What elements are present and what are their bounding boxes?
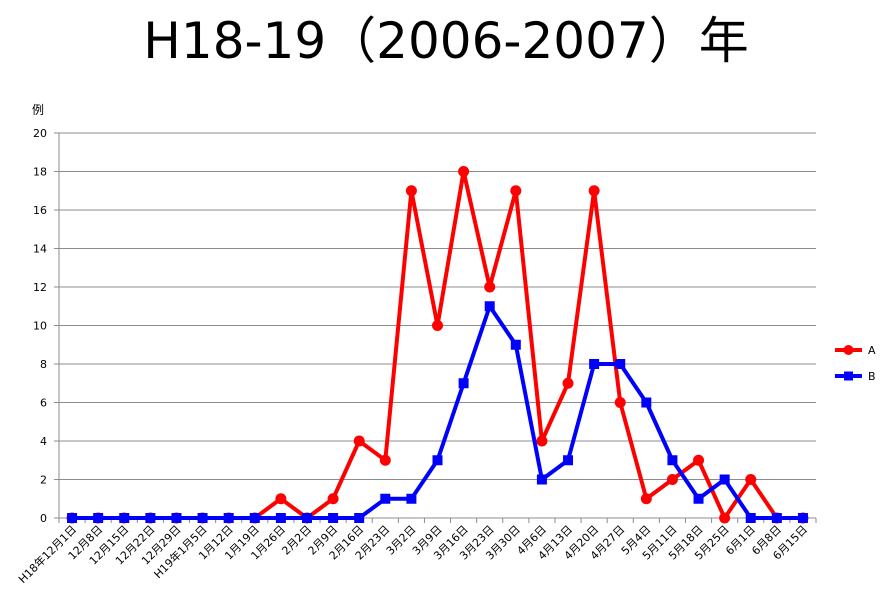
y-tick-label: 10 — [33, 320, 47, 333]
data-point — [458, 166, 470, 177]
data-point — [589, 359, 600, 369]
data-point — [640, 493, 652, 505]
data-point — [719, 474, 730, 485]
data-point — [432, 320, 443, 331]
data-point — [67, 513, 78, 523]
y-tick-label: 6 — [40, 397, 47, 410]
data-point — [275, 493, 287, 505]
legend: AB — [835, 344, 876, 383]
legend-marker — [844, 371, 853, 381]
data-point — [484, 301, 495, 312]
data-point — [693, 454, 705, 466]
data-point — [223, 513, 234, 523]
data-point — [93, 513, 104, 523]
data-point — [745, 513, 756, 523]
data-point — [797, 513, 808, 523]
series-B — [67, 301, 808, 523]
y-tick-label: 14 — [33, 243, 47, 256]
data-point — [510, 339, 521, 350]
data-point — [432, 455, 443, 466]
data-point — [641, 397, 652, 408]
data-point — [562, 377, 574, 389]
data-point — [119, 513, 130, 523]
series — [66, 166, 809, 524]
y-tick-labels: 0 2 4 6 8 10 12 14 16 18 20 — [33, 127, 47, 525]
data-point — [379, 454, 391, 466]
data-point — [536, 474, 547, 485]
data-point — [197, 513, 208, 523]
data-point — [667, 455, 678, 466]
data-point — [666, 474, 678, 485]
data-point — [405, 185, 417, 197]
legend-marker — [843, 345, 854, 355]
series-line — [72, 304, 803, 520]
y-tick-label: 8 — [40, 358, 47, 371]
data-point — [171, 513, 182, 523]
series-A — [66, 166, 809, 524]
x-tick-labels: H18年12月1日12月8日12月15日12月22日12月29日H19年1月5日… — [15, 522, 810, 586]
data-point — [719, 512, 731, 524]
legend-label: B — [868, 370, 876, 383]
data-point — [771, 513, 782, 523]
data-point — [484, 281, 496, 293]
data-point — [353, 435, 365, 447]
data-point — [536, 435, 548, 447]
data-point — [745, 474, 757, 485]
data-point — [327, 493, 339, 505]
y-axis-unit-label: 例 — [32, 103, 44, 117]
chart-title: H18-19（2006-2007）年 — [143, 12, 749, 70]
data-point — [301, 513, 312, 523]
data-point — [614, 397, 626, 408]
y-tick-label: 12 — [33, 281, 47, 294]
y-tick-label: 0 — [40, 512, 47, 525]
y-tick-label: 16 — [33, 204, 47, 217]
data-point — [275, 513, 286, 523]
data-point — [693, 493, 704, 504]
data-point — [380, 493, 391, 504]
data-point — [249, 513, 260, 523]
data-point — [145, 513, 156, 523]
legend-label: A — [868, 344, 876, 357]
data-point — [615, 359, 626, 369]
data-point — [406, 493, 417, 504]
series-line — [72, 169, 803, 520]
grid — [59, 132, 816, 519]
y-tick-label: 2 — [40, 474, 47, 487]
y-tick-label: 18 — [33, 166, 47, 179]
data-point — [328, 513, 339, 523]
data-point — [354, 513, 365, 523]
y-tick-label: 4 — [40, 435, 47, 448]
data-point — [510, 185, 522, 197]
y-tick-label: 20 — [33, 127, 47, 140]
data-point — [588, 185, 600, 197]
data-point — [563, 455, 574, 466]
data-point — [458, 378, 469, 389]
